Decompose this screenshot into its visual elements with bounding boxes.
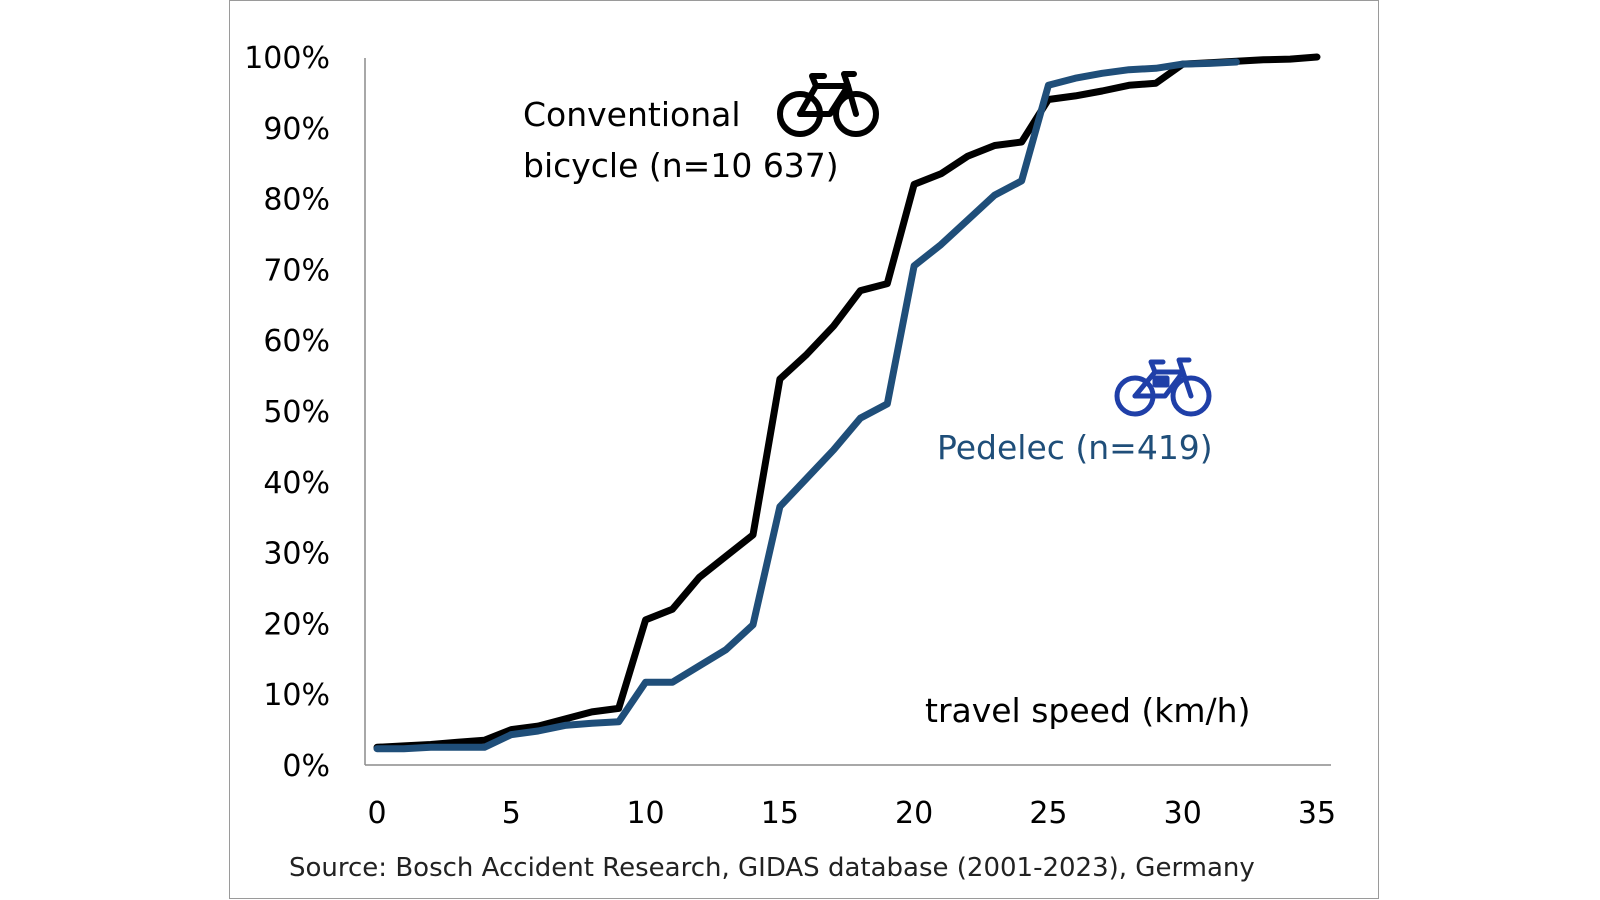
series-label-conventional-line1: Conventional [523, 95, 741, 134]
y-tick-label: 50% [263, 395, 330, 430]
x-axis-title: travel speed (km/h) [925, 691, 1250, 730]
y-tick-label: 30% [263, 537, 330, 572]
bicycle-icon [777, 71, 879, 137]
y-tick-label: 60% [263, 324, 330, 359]
series-lines [373, 53, 1321, 753]
y-tick-label: 10% [263, 678, 330, 713]
y-tick-label: 70% [263, 253, 330, 288]
x-tick-label: 10 [626, 796, 664, 831]
e-bike-icon [1114, 357, 1212, 417]
y-tick-label: 100% [244, 41, 330, 76]
series-line-conventional-bicycle [373, 53, 1321, 751]
x-tick-label: 30 [1164, 796, 1202, 831]
y-tick-label: 0% [282, 749, 330, 784]
chart-axes [364, 58, 1331, 766]
x-tick-label: 35 [1298, 796, 1336, 831]
y-tick-label: 40% [263, 466, 330, 501]
series-line-pedelec [373, 58, 1240, 753]
x-tick-label: 15 [761, 796, 799, 831]
x-tick-label: 0 [367, 796, 386, 831]
chart-frame [229, 0, 1379, 899]
y-tick-labels: 0% 10% 20% 30% 40% 50% 60% 70% 80% 90% 100% [244, 41, 330, 784]
y-tick-label: 90% [263, 112, 330, 147]
source-note: Source: Bosch Accident Research, GIDAS d… [289, 853, 1255, 883]
x-tick-label: 20 [895, 796, 933, 831]
y-tick-label: 80% [263, 183, 330, 218]
x-tick-label: 25 [1029, 796, 1067, 831]
y-tick-label: 20% [263, 607, 330, 642]
x-tick-labels: 0 5 10 15 20 25 30 35 [367, 796, 1336, 831]
series-label-pedelec: Pedelec (n=419) [937, 428, 1213, 467]
series-label-conventional-line2: bicycle (n=10 637) [523, 146, 839, 185]
x-tick-label: 5 [502, 796, 521, 831]
